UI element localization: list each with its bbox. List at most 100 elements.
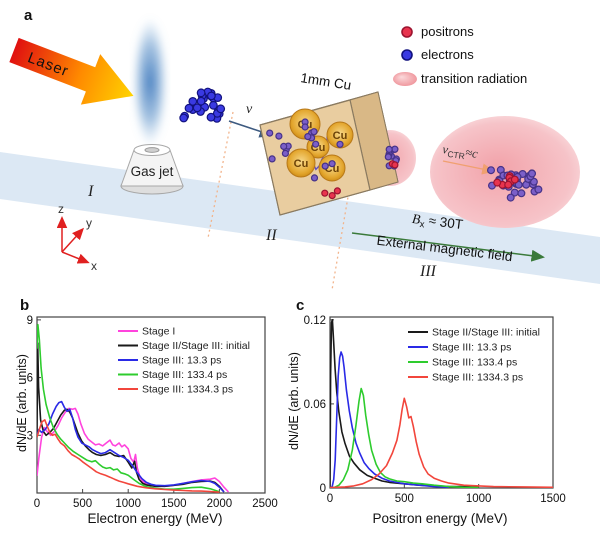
- positron-spectrum-chart: 0 500 1000 1500 0 0.06 0.12 Stage II/Stage III:…: [304, 315, 566, 505]
- panel-c-label: c: [296, 297, 305, 314]
- particle-dot: [333, 187, 341, 195]
- positron-dot-icon: [401, 26, 413, 38]
- y-tick-label: 3: [27, 430, 33, 442]
- y-tick-label: 0: [320, 483, 326, 495]
- particle-dot: [196, 88, 206, 98]
- axis-y-label: y: [86, 216, 92, 230]
- y-tick-label: 0.06: [304, 399, 326, 411]
- x-tick-label: 500: [395, 493, 414, 505]
- exit-bunch: [384, 145, 400, 170]
- particle-dot: [487, 166, 496, 175]
- x-tick-label: 1500: [161, 498, 187, 510]
- vctr-rest: ≈c: [464, 145, 479, 161]
- particle-dot: [504, 180, 513, 189]
- particle-dot: [216, 104, 226, 114]
- legend-label: Stage I: [142, 326, 175, 338]
- bfield-sub: x: [419, 219, 425, 231]
- particle-dot: [517, 189, 526, 198]
- stage-separator-1: [207, 111, 234, 239]
- cu-atom-label: Cu: [294, 158, 309, 170]
- legend-label: Stage III: 1334.3 ps: [142, 384, 233, 396]
- setup-schematic: a Laser Gas jet v: [0, 7, 600, 291]
- y-tick-label: 9: [27, 315, 33, 327]
- particle-dot: [321, 189, 329, 197]
- cu-atom-label: Cu: [333, 130, 348, 142]
- particle-dot: [188, 96, 198, 106]
- x-tick-label: 0: [34, 498, 40, 510]
- legend-label: Stage II/Stage III: initial: [142, 340, 250, 352]
- electron-spectrum-chart: 0 500 1000 1500 2000 2500 3 6 9 Stage I Stage II/S…: [27, 315, 278, 510]
- x-tick-label: 500: [73, 498, 92, 510]
- legend-label: Stage III: 13.3 ps: [142, 355, 221, 367]
- particle-dot: [336, 140, 344, 148]
- pair-bunch: [487, 165, 543, 202]
- particle-dot: [328, 192, 336, 200]
- particle-dot: [328, 160, 336, 168]
- series-line-stage-iii-13-3-ps: [37, 400, 225, 493]
- series-line-stage-iii-1334-3-ps: [37, 419, 220, 493]
- cu-atom: [318, 154, 346, 182]
- stage-2-label: II: [265, 227, 277, 244]
- bfield-b: B: [411, 211, 421, 227]
- in-target-particles: [266, 118, 344, 200]
- x-tick-label: 2000: [207, 498, 233, 510]
- stage-1-label: I: [87, 183, 94, 200]
- particle-dot: [179, 113, 189, 123]
- y-tick-label: 0.12: [304, 315, 326, 327]
- particle-dot: [266, 129, 274, 137]
- series-line-stage-iii-133-4-ps: [330, 387, 479, 488]
- vctr-arrow: [442, 160, 495, 175]
- legend-radiation-label: transition radiation: [421, 71, 527, 86]
- electron-spectrum-panel: b dN/dE (arb. units) 0 500 1000 1500 2000 250…: [10, 295, 300, 557]
- cu-atom: [306, 135, 330, 159]
- cu-atoms: CuCuCuCuCu: [286, 108, 354, 182]
- legend-label: Stage III: 133.4 ps: [142, 369, 227, 381]
- cu-target: CuCuCuCuCu: [259, 91, 399, 216]
- legend-positrons-label: positrons: [421, 24, 474, 39]
- x-tick-label: 0: [327, 493, 333, 505]
- x-tick-label: 1000: [466, 493, 492, 505]
- particle-dot: [301, 123, 309, 131]
- vctr-v: v: [442, 142, 450, 157]
- particle-dot: [385, 145, 393, 153]
- particle-dot: [510, 175, 519, 184]
- bfield-arrow: [351, 232, 545, 262]
- particle-dot: [312, 140, 320, 148]
- coordinate-axes: [56, 216, 90, 264]
- particle-dot: [184, 103, 194, 113]
- legend-label: Stage III: 13.3 ps: [432, 342, 511, 354]
- stage-3-label: III: [419, 263, 437, 280]
- panel-c-xlabel: Positron energy (MeV): [372, 511, 508, 526]
- panel-b-ylabel: dN/dE (arb. units): [15, 354, 29, 452]
- particle-dot: [310, 128, 318, 136]
- gas-jet-nozzle: Gas jet: [120, 144, 184, 195]
- particle-dot: [192, 103, 202, 113]
- particle-dot: [310, 174, 319, 182]
- gas-jet-label: Gas jet: [131, 164, 174, 179]
- velocity-label: v: [246, 102, 253, 117]
- particle-dot: [321, 162, 329, 170]
- particle-dot: [281, 149, 289, 157]
- particle-dot: [514, 180, 523, 189]
- bfield-label: Bx ≈ 30T: [411, 211, 464, 235]
- schematic-legend: positrons electrons transition radiation: [393, 24, 527, 86]
- electron-dot-icon: [401, 49, 413, 61]
- particle-dot: [280, 142, 288, 150]
- laser-arrow: Laser: [9, 37, 134, 105]
- vctr-sub: CTR: [447, 149, 466, 161]
- x-tick-label: 2500: [252, 498, 278, 510]
- y-tick-label: 6: [27, 373, 33, 385]
- particle-dot: [493, 178, 502, 187]
- plasma-plume: [133, 18, 167, 146]
- electron-bunch: [179, 87, 226, 123]
- positron-spectrum-panel: c dN/dE (arb. units) 0 500 1000 1500 0 0.06 0.…: [280, 295, 600, 557]
- particle-dot: [506, 193, 515, 202]
- x-tick-label: 1000: [115, 498, 141, 510]
- vctr-label: vCTR≈c: [441, 142, 479, 163]
- cu-atom: [286, 148, 316, 178]
- panel-a-label: a: [24, 7, 33, 24]
- particle-dot: [206, 91, 216, 101]
- particle-dot: [391, 145, 399, 153]
- axis-x-label: x: [91, 259, 97, 273]
